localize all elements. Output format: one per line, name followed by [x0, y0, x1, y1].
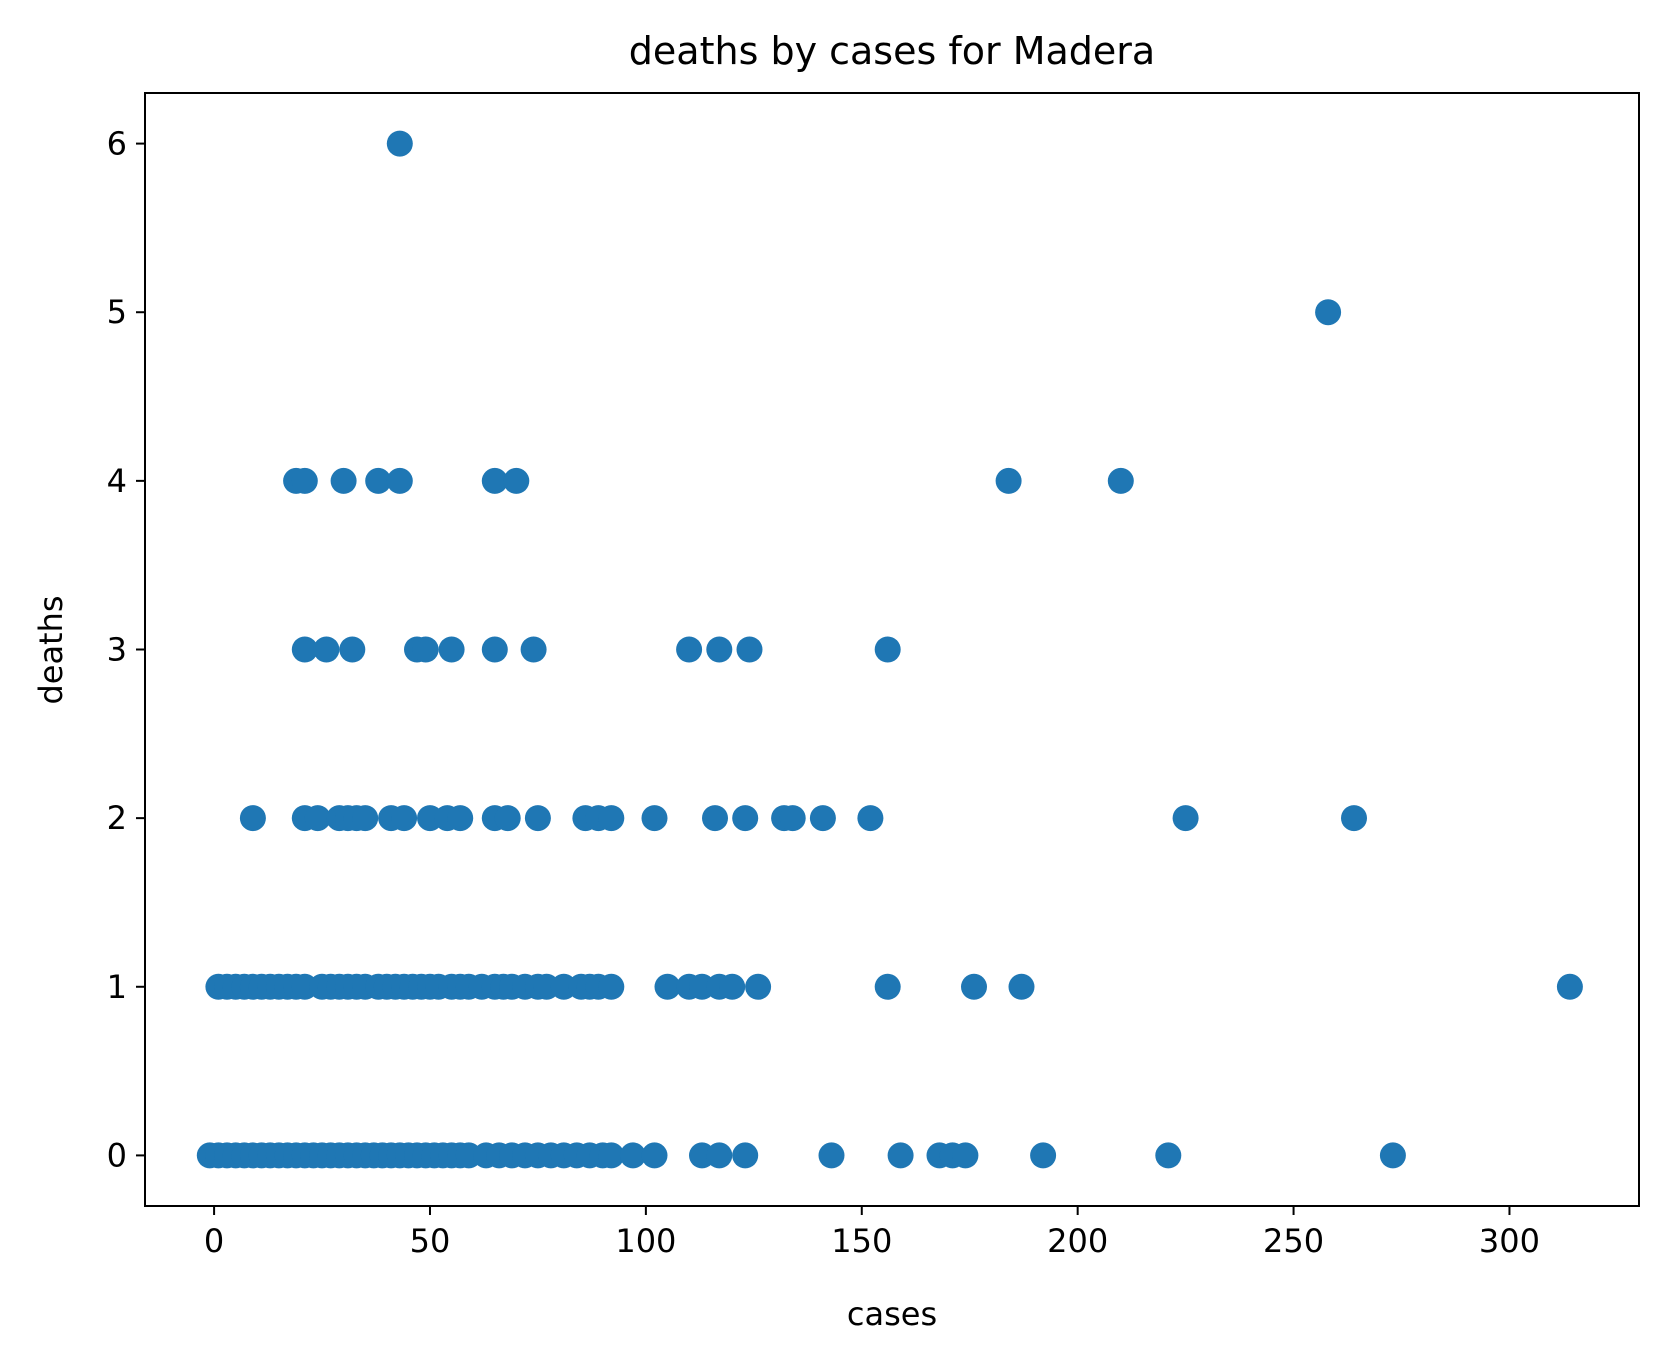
data-point [702, 805, 728, 832]
x-tick-label: 200 [1047, 1222, 1108, 1260]
data-point [339, 636, 366, 663]
data-point [619, 1142, 646, 1169]
x-tick-label: 250 [1263, 1222, 1324, 1260]
data-point [520, 636, 547, 663]
data-point [524, 805, 551, 832]
data-point [386, 467, 413, 494]
data-point [732, 1142, 759, 1169]
data-point [857, 805, 884, 832]
x-tick-label: 150 [831, 1222, 892, 1260]
data-point [481, 467, 508, 494]
data-point [818, 1142, 845, 1169]
y-tick-label: 6 [107, 125, 127, 163]
data-point [481, 636, 508, 663]
data-point [1155, 1142, 1182, 1169]
data-point [736, 636, 763, 663]
data-point [291, 636, 318, 663]
x-tick-label: 300 [1479, 1222, 1540, 1260]
data-point [291, 467, 318, 494]
y-tick-label: 0 [107, 1136, 127, 1174]
data-point [598, 805, 625, 832]
data-point [706, 1142, 733, 1169]
data-point [1341, 805, 1367, 832]
data-point [995, 467, 1022, 494]
x-axis-label: cases [847, 1295, 937, 1333]
data-point [365, 467, 392, 494]
data-point [961, 973, 987, 1000]
y-axis-label: deaths [32, 595, 70, 704]
y-tick-label: 3 [107, 631, 127, 669]
data-point [1315, 299, 1342, 326]
data-point [1008, 973, 1035, 1000]
y-axis: 0 1 2 3 4 5 6 [107, 125, 145, 1174]
x-tick-label: 100 [615, 1222, 676, 1260]
data-point [1030, 1142, 1057, 1169]
data-point [874, 973, 901, 1000]
data-point [386, 130, 413, 157]
data-point [598, 1142, 625, 1169]
y-tick-label: 2 [107, 799, 127, 837]
data-point [809, 805, 836, 832]
data-point [598, 973, 625, 1000]
data-point [1556, 973, 1583, 1000]
chart-title: deaths by cases for Madera [629, 29, 1155, 73]
data-point [239, 805, 266, 832]
data-point [1379, 1142, 1406, 1169]
data-point [1172, 805, 1199, 832]
data-point [952, 1142, 979, 1169]
data-point [706, 636, 733, 663]
data-point [304, 805, 331, 832]
data-point [494, 805, 521, 832]
y-tick-label: 4 [107, 462, 127, 500]
data-point [447, 805, 474, 832]
data-point [779, 805, 806, 832]
data-point [1107, 467, 1134, 494]
data-point [352, 805, 379, 832]
data-point [719, 973, 746, 1000]
data-point [412, 636, 439, 663]
y-tick-label: 1 [107, 968, 127, 1006]
data-point [676, 636, 703, 663]
x-axis: 0 50 100 150 200 250 300 [204, 1206, 1540, 1260]
data-point [438, 636, 465, 663]
x-tick-label: 0 [204, 1222, 224, 1260]
data-point [641, 1142, 668, 1169]
data-point [391, 805, 418, 832]
data-point [887, 1142, 914, 1169]
data-point [874, 636, 901, 663]
data-point [654, 973, 681, 1000]
scatter-points [196, 130, 1583, 1169]
data-point [732, 805, 759, 832]
data-point [641, 805, 668, 832]
x-tick-label: 50 [410, 1222, 451, 1260]
data-point [313, 636, 340, 663]
data-point [745, 973, 772, 1000]
data-point [503, 467, 530, 494]
data-point [330, 467, 357, 494]
y-tick-label: 5 [107, 293, 127, 331]
plot-area [144, 92, 1640, 1207]
